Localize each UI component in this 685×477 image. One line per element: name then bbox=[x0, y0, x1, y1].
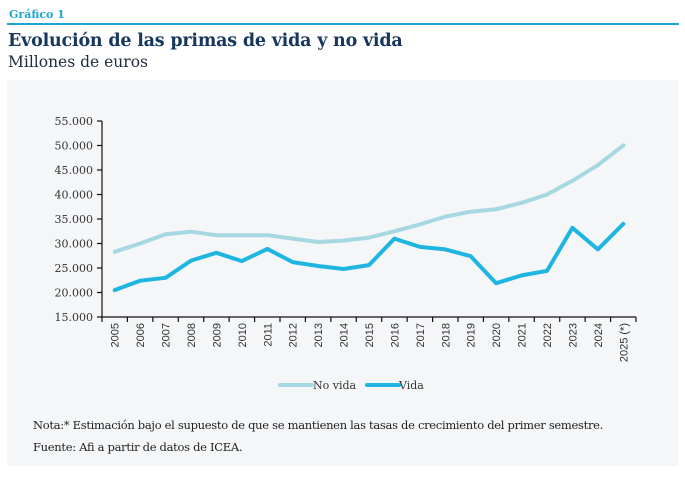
y-tick-label: 40.000 bbox=[55, 189, 94, 202]
x-tick-label: 2014 bbox=[339, 323, 351, 347]
x-tick-label: 2019 bbox=[466, 323, 478, 347]
y-tick-label: 35.000 bbox=[55, 213, 94, 226]
x-tick-label: 2005 bbox=[110, 323, 122, 347]
chart-subtitle: Millones de euros bbox=[8, 53, 148, 71]
x-tick-label: 2009 bbox=[211, 323, 223, 347]
x-tick-label: 2017 bbox=[415, 323, 427, 347]
x-tick-label: 2010 bbox=[237, 323, 249, 347]
y-tick-label: 55.000 bbox=[55, 115, 94, 128]
y-tick-label: 25.000 bbox=[55, 262, 94, 275]
x-tick-label: 2022 bbox=[542, 323, 554, 347]
chart-title: Evolución de las primas de vida y no vid… bbox=[8, 31, 403, 51]
x-tick-label: 2008 bbox=[186, 323, 198, 347]
chart-kicker: Gráfico 1 bbox=[9, 8, 65, 21]
series-lines bbox=[112, 143, 626, 293]
legend-label: Vida bbox=[398, 379, 424, 392]
x-tick-label: 2023 bbox=[567, 323, 579, 347]
x-tick-label: 2020 bbox=[491, 323, 503, 347]
axes bbox=[97, 120, 637, 322]
legend-label: No vida bbox=[313, 379, 357, 392]
y-axis-labels: 15.000 20.000 25.000 30.000 35.000 40.000 45.0… bbox=[55, 115, 94, 324]
source-text: Fuente: Afi a partir de datos de ICEA. bbox=[33, 440, 243, 454]
x-tick-label: 2006 bbox=[135, 323, 147, 347]
series-line-no-vida bbox=[112, 143, 626, 254]
x-tick-label: 2016 bbox=[389, 323, 401, 347]
y-tick-label: 20.000 bbox=[55, 287, 94, 300]
x-tick-label: 2025 (*) bbox=[618, 323, 630, 362]
series-line-vida bbox=[112, 221, 626, 293]
x-tick-label: 2007 bbox=[161, 323, 173, 347]
x-axis-labels: 2005 2006 2007 2008 2009 2010 2011 2012 2013 2014… bbox=[110, 323, 631, 362]
y-tick-label: 30.000 bbox=[55, 238, 94, 251]
x-tick-label: 2015 bbox=[364, 323, 376, 347]
x-tick-label: 2012 bbox=[288, 323, 300, 347]
y-tick-label: 50.000 bbox=[55, 140, 94, 153]
note-text: Nota:* Estimación bajo el supuesto de qu… bbox=[33, 418, 604, 432]
x-tick-label: 2024 bbox=[593, 323, 605, 347]
y-tick-label: 45.000 bbox=[55, 164, 94, 177]
y-tick-label: 15.000 bbox=[55, 311, 94, 324]
x-tick-label: 2021 bbox=[517, 323, 529, 347]
x-tick-label: 2011 bbox=[262, 323, 274, 347]
legend: No vida Vida bbox=[278, 379, 424, 392]
header-rule bbox=[7, 23, 679, 25]
chart-panel bbox=[7, 80, 678, 466]
x-tick-label: 2013 bbox=[313, 323, 325, 347]
x-tick-label: 2018 bbox=[440, 323, 452, 347]
